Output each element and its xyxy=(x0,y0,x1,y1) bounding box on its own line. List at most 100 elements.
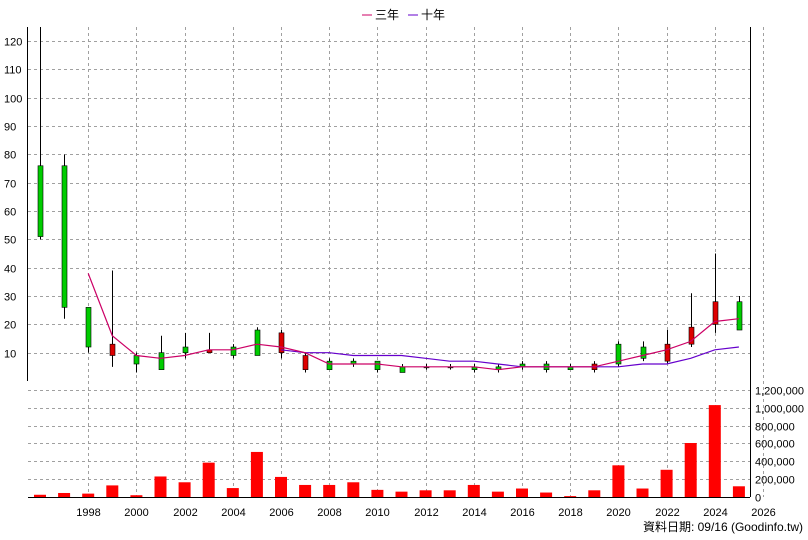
volume-tick-label: 800,000 xyxy=(755,422,795,434)
volume-bar xyxy=(708,405,721,497)
price-tick-label: 30 xyxy=(4,292,16,304)
candle-body xyxy=(230,346,237,356)
candle-body xyxy=(640,346,647,359)
volume-bar xyxy=(34,494,46,497)
volume-bar xyxy=(516,488,528,497)
candle xyxy=(736,296,743,331)
candle xyxy=(37,27,44,240)
source-note: 資料日期: 09/16 (Goodinfo.tw) xyxy=(643,520,803,534)
candle-body xyxy=(664,343,671,362)
x-tick-label: 2010 xyxy=(365,507,389,519)
candle xyxy=(254,327,261,356)
volume-bar xyxy=(732,486,745,497)
volume-bar xyxy=(540,492,553,497)
volume-tick-label: 1,200,000 xyxy=(755,386,804,398)
price-tick-label: 20 xyxy=(4,320,16,332)
candle-body xyxy=(615,343,622,365)
candle-body xyxy=(736,301,743,331)
candle-body xyxy=(278,332,285,353)
price-tick-label: 120 xyxy=(4,37,22,49)
volume-bar xyxy=(58,492,71,497)
candle-body xyxy=(374,360,381,370)
candle xyxy=(230,344,237,359)
price-tick-label: 60 xyxy=(4,207,16,219)
volume-bar xyxy=(564,496,577,497)
candle xyxy=(302,352,309,373)
ma-three-year-line xyxy=(87,273,739,371)
volume-bars xyxy=(34,405,745,497)
x-tick-label: 2008 xyxy=(317,507,341,519)
x-tick-label: 1998 xyxy=(76,507,100,519)
volume-bar xyxy=(275,476,287,497)
volume-tick-label: 1,000,000 xyxy=(755,404,804,416)
candle-body xyxy=(326,360,333,370)
x-tick-label: 2018 xyxy=(558,507,582,519)
candle xyxy=(640,341,647,362)
candle xyxy=(182,332,189,359)
x-tick-label: 2006 xyxy=(269,507,293,519)
volume-axis: 0 200,000 400,000 600,000 800,000 1,000,000 1,… xyxy=(755,386,804,505)
volume-bar xyxy=(371,489,384,497)
candle-body xyxy=(85,307,92,348)
volume-tick-label: 600,000 xyxy=(755,439,795,451)
volume-bar xyxy=(250,451,263,497)
volume-bar xyxy=(106,485,119,497)
x-tick-label: 2022 xyxy=(655,507,679,519)
volume-bar xyxy=(660,469,673,497)
price-tick-label: 10 xyxy=(4,349,16,361)
x-tick-label: 2000 xyxy=(124,507,148,519)
price-tick-label: 40 xyxy=(4,264,16,276)
volume-bar xyxy=(178,482,191,497)
volume-bar xyxy=(467,484,480,497)
x-tick-label: 2016 xyxy=(510,507,534,519)
volume-bar xyxy=(226,488,239,497)
volume-bar xyxy=(154,476,167,497)
x-tick-label: 2024 xyxy=(703,507,727,519)
volume-bar xyxy=(684,443,697,497)
candle xyxy=(109,270,116,367)
candle xyxy=(688,293,695,348)
candle xyxy=(158,335,165,370)
volume-bar xyxy=(491,491,504,497)
x-tick-label: 2002 xyxy=(173,507,197,519)
candle xyxy=(61,154,68,319)
volume-bar xyxy=(299,484,312,497)
volume-bar xyxy=(82,493,95,497)
volume-bar xyxy=(395,491,408,497)
price-tick-label: 70 xyxy=(4,179,16,191)
moving-average-lines xyxy=(87,273,739,371)
legend-label-three-year: 三年 xyxy=(375,8,399,22)
volume-bar xyxy=(588,490,601,497)
candle xyxy=(374,360,381,373)
x-axis: 1998 2000 2002 2004 2006 2008 2010 2012 2014 2016… xyxy=(76,507,775,519)
candle-body xyxy=(109,343,116,356)
x-tick-label: 2014 xyxy=(462,507,486,519)
legend: 三年 十年 xyxy=(362,8,445,22)
candle xyxy=(350,358,357,367)
candle-body xyxy=(712,301,719,325)
candle xyxy=(615,341,622,367)
volume-tick-label: 400,000 xyxy=(755,457,795,469)
candle-body xyxy=(688,326,695,345)
volume-bar xyxy=(636,488,649,497)
candle xyxy=(495,364,502,373)
x-tick-label: 2012 xyxy=(414,507,438,519)
x-tick-label: 2020 xyxy=(606,507,630,519)
volume-bar xyxy=(347,482,360,497)
candle-body xyxy=(399,366,406,373)
candle-body xyxy=(182,346,189,353)
candle xyxy=(278,330,285,359)
volume-tick-label: 200,000 xyxy=(755,475,795,487)
price-tick-label: 80 xyxy=(4,150,16,162)
candle-body xyxy=(133,355,140,365)
candle-body xyxy=(158,352,165,370)
candle-body xyxy=(61,165,68,308)
price-tick-label: 90 xyxy=(4,122,16,134)
candle xyxy=(399,364,406,373)
price-tick-label: 110 xyxy=(4,65,22,77)
candle xyxy=(664,330,671,365)
volume-bar xyxy=(202,462,215,497)
legend-label-ten-year: 十年 xyxy=(421,8,445,22)
candle-body xyxy=(254,329,261,356)
